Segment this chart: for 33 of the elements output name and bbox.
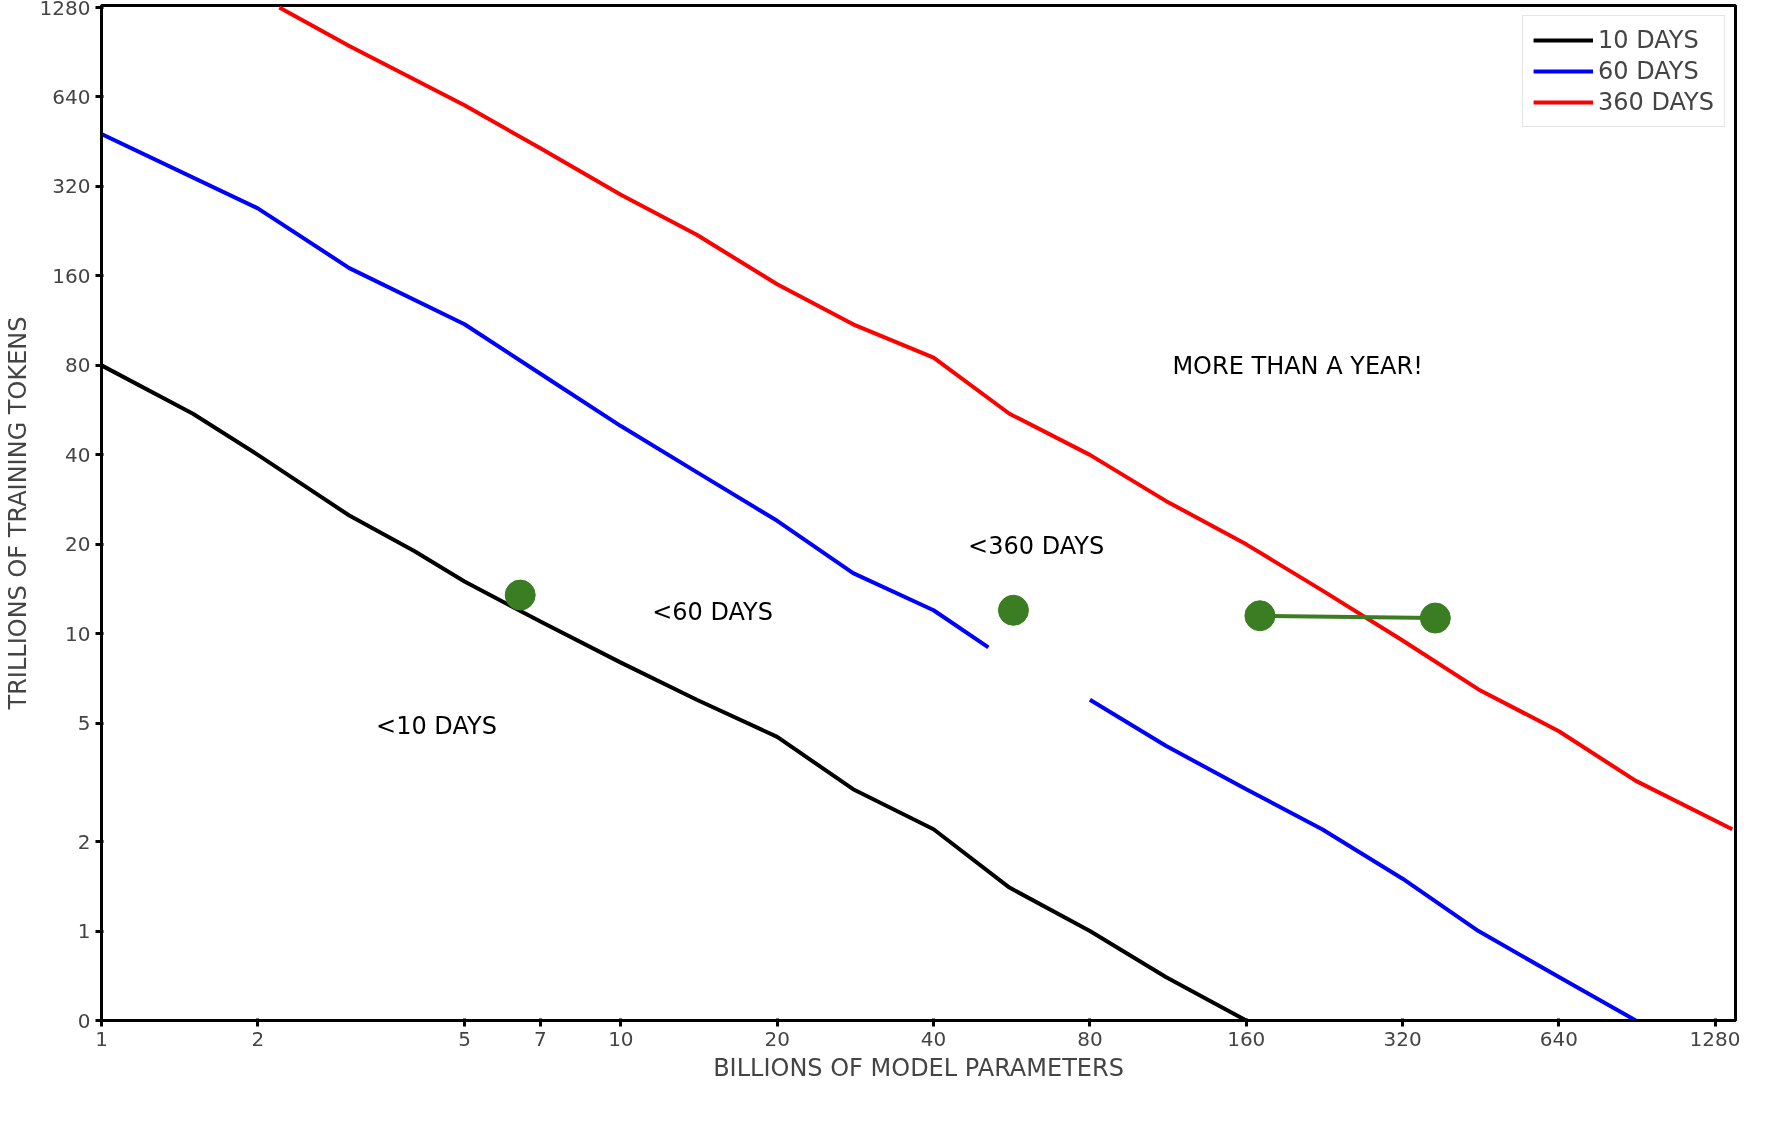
x-tick-label: 160 — [1227, 1026, 1266, 1051]
x-tick-label: 1280 — [1689, 1026, 1741, 1051]
y-tick-label: 80 — [65, 353, 91, 378]
x-tick-label: 80 — [1077, 1026, 1103, 1051]
y-tick-label: 0 — [77, 1008, 91, 1033]
y-axis-title: TRILLIONS OF TRAINING TOKENS — [3, 316, 32, 711]
annotation: <10 DAYS — [376, 712, 497, 741]
x-tick-label: 5 — [458, 1026, 471, 1051]
y-tick-label: 40 — [65, 442, 91, 467]
y-tick-label: 10 — [65, 621, 91, 646]
y-tick-label: 160 — [52, 263, 91, 288]
x-tick-label: 7 — [534, 1026, 547, 1051]
y-tick-label: 5 — [77, 711, 91, 736]
x-tick-label: 2 — [251, 1026, 265, 1051]
x-tick-label: 1 — [95, 1026, 108, 1051]
x-tick-label: 20 — [764, 1026, 790, 1051]
y-tick-label: 20 — [65, 532, 91, 557]
annotation: <360 DAYS — [968, 532, 1105, 561]
x-tick-label: 640 — [1539, 1026, 1579, 1051]
legend-label: 60 DAYS — [1598, 57, 1699, 85]
x-tick-label: 10 — [608, 1026, 634, 1051]
legend-label: 10 DAYS — [1598, 26, 1699, 54]
y-tick-label: 1 — [77, 919, 91, 944]
y-tick-label: 320 — [52, 174, 91, 199]
y-tick-label: 2 — [77, 829, 91, 854]
x-tick-label: 40 — [920, 1026, 947, 1051]
x-axis-title: BILLIONS OF MODEL PARAMETERS — [713, 1053, 1124, 1082]
y-tick-label: 1280 — [39, 0, 91, 20]
legend-label: 360 DAYS — [1598, 88, 1714, 116]
x-tick-label: 320 — [1383, 1026, 1422, 1051]
annotation: MORE THAN A YEAR! — [1172, 351, 1423, 380]
y-tick-label: 640 — [52, 84, 91, 109]
annotation: <60 DAYS — [652, 598, 774, 627]
